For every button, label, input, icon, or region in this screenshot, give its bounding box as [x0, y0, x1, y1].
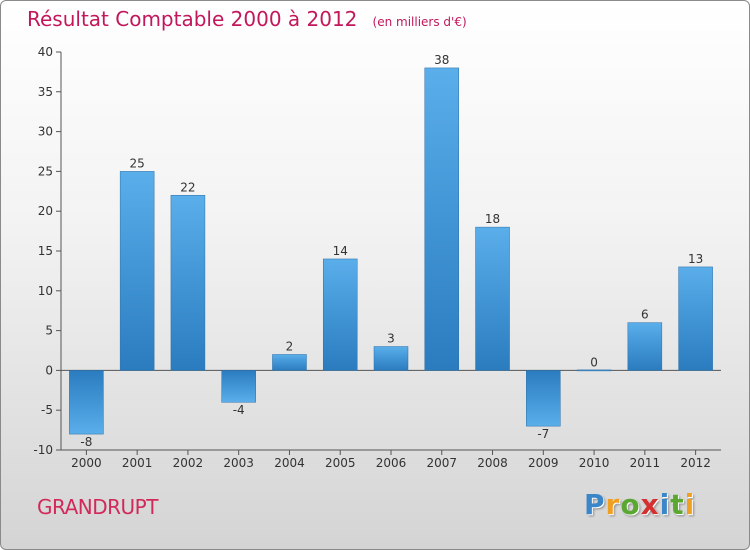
x-tick-label: 2006: [376, 456, 407, 470]
value-label-2010: 0: [590, 355, 598, 369]
x-tick-label: 2005: [325, 456, 356, 470]
y-tick-label: 10: [38, 284, 53, 298]
bar-2012: [678, 266, 713, 371]
value-label-2008: 18: [485, 212, 500, 226]
bar-2008: [475, 226, 510, 371]
value-label-2002: 22: [180, 180, 195, 194]
x-tick-label: 2007: [426, 456, 457, 470]
x-tick-label: 2002: [173, 456, 204, 470]
y-tick-label: 15: [38, 244, 53, 258]
logo-letter: P: [584, 488, 606, 521]
y-tick-label: 40: [38, 45, 53, 59]
value-label-2011: 6: [641, 308, 649, 322]
bar-2000: [69, 370, 104, 435]
chart-title: Résultat Comptable 2000 à 2012: [27, 7, 358, 31]
logo-letter: t: [670, 488, 685, 521]
value-label-2000: -8: [80, 435, 92, 449]
logo-letter: i: [659, 488, 671, 521]
value-labels: -8 25 22 -4 2 14 3 38 18 -7 0 6 13: [80, 53, 703, 449]
y-tick-label: 5: [45, 324, 53, 338]
logo-letter: r: [605, 488, 621, 521]
logo-letter: x: [640, 488, 660, 521]
x-tick-label: 2000: [71, 456, 102, 470]
y-tick-label: 0: [45, 363, 53, 377]
x-tick-label: 2012: [680, 456, 711, 470]
bar-2007: [424, 67, 460, 371]
bar-2004: [272, 354, 307, 371]
bars: [69, 67, 713, 435]
x-tick-label: 2001: [122, 456, 153, 470]
value-label-2004: 2: [286, 339, 294, 353]
x-tick-label: 2011: [630, 456, 661, 470]
x-tick-label: 2004: [274, 456, 305, 470]
title-row: Résultat Comptable 2000 à 2012 (en milli…: [27, 7, 467, 31]
y-tick-label: 25: [38, 164, 53, 178]
bar-2003: [221, 370, 256, 403]
bar-2001: [119, 171, 155, 371]
x-tick-label: 2008: [477, 456, 508, 470]
value-label-2007: 38: [434, 53, 449, 67]
chart-unit: (en milliers d'€): [372, 15, 467, 29]
logo-letter: o: [620, 488, 641, 521]
x-tick-label: 2003: [223, 456, 254, 470]
value-label-2001: 25: [130, 156, 145, 170]
bar-2009: [526, 370, 561, 427]
logo-letter: i: [684, 488, 696, 521]
value-label-2003: -4: [233, 403, 245, 417]
x-tick-label: 2010: [579, 456, 610, 470]
bar-2010: [576, 369, 612, 372]
value-label-2012: 13: [688, 252, 703, 266]
bar-2006: [373, 346, 409, 371]
commune-name: GRANDRUPT: [37, 495, 158, 519]
value-label-2009: -7: [537, 427, 549, 441]
y-tick-label: -5: [41, 403, 53, 417]
x-tick-label: 2009: [528, 456, 559, 470]
bar-2011: [627, 322, 663, 371]
y-tick-label: 30: [38, 125, 53, 139]
proxiti-logo: Proxiti: [584, 488, 695, 521]
bar-2005: [322, 258, 358, 371]
y-tick-label: 20: [38, 204, 53, 218]
y-tick-label: -10: [33, 443, 53, 457]
value-label-2006: 3: [387, 332, 395, 346]
y-tick-label: 35: [38, 85, 53, 99]
bar-2002: [170, 195, 206, 371]
value-label-2005: 14: [333, 244, 348, 258]
